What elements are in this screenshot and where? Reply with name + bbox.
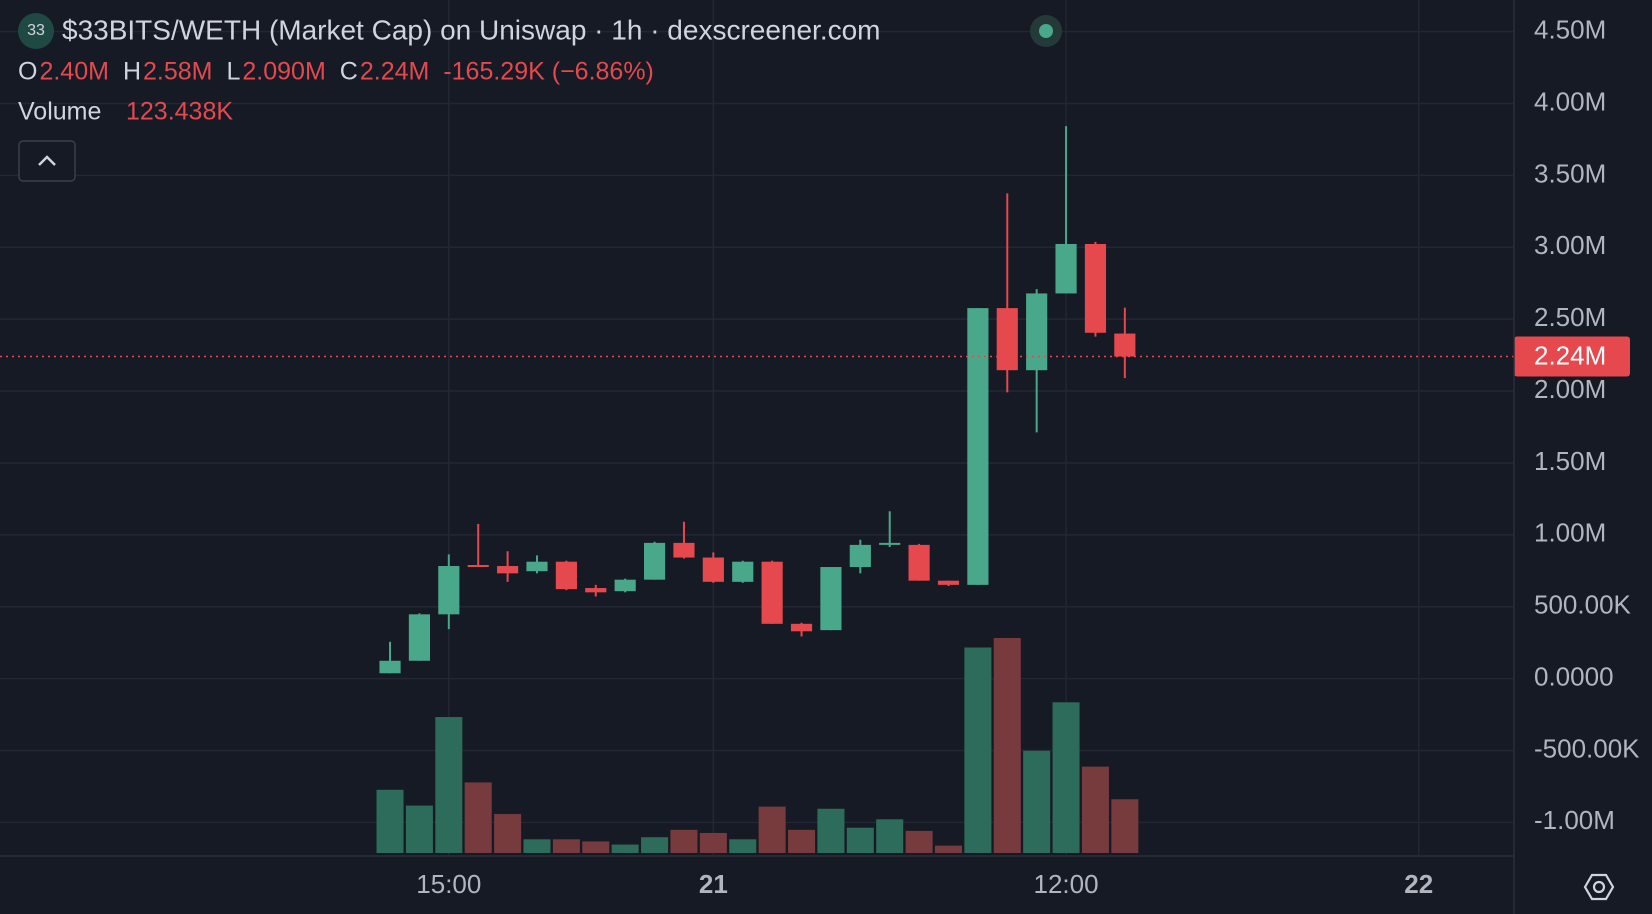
- candle-body: [1055, 243, 1077, 294]
- collapse-icon: [38, 155, 56, 166]
- y-tick-label: -1.00M: [1534, 805, 1615, 835]
- candle-body: [908, 544, 930, 581]
- candle-layer: [379, 126, 1136, 674]
- last-price-badge: [1514, 336, 1630, 377]
- token-logo: [18, 13, 54, 49]
- x-tick-label: 21: [699, 869, 728, 899]
- volume-bar: [729, 839, 757, 853]
- volume-bar: [1052, 702, 1080, 853]
- volume-bar: [964, 647, 992, 853]
- volume-bar: [876, 819, 904, 853]
- volume-bar: [376, 789, 404, 853]
- candle-body: [614, 579, 636, 592]
- legend-value: 2.40M: [39, 58, 108, 86]
- token-logo-text: 33: [27, 22, 45, 39]
- y-tick-label: 2.50M: [1534, 302, 1606, 332]
- volume-bar: [1023, 750, 1051, 853]
- volume-bar: [494, 814, 522, 853]
- candle-body: [526, 561, 548, 572]
- x-tick-label: 12:00: [1034, 869, 1099, 899]
- x-tick-label: 22: [1404, 869, 1433, 899]
- volume-bar: [1111, 799, 1139, 853]
- y-tick-label: 4.00M: [1534, 86, 1606, 116]
- candle-body: [761, 561, 783, 624]
- chart-title: $33BITS/WETH (Market Cap) on Uniswap · 1…: [62, 14, 881, 45]
- y-tick-label: 3.00M: [1534, 230, 1606, 260]
- candle-body: [497, 566, 519, 574]
- candle-body: [555, 561, 577, 590]
- legend-key: C: [340, 58, 358, 86]
- volume-bar: [817, 808, 845, 853]
- volume-bar: [699, 832, 727, 853]
- volume-bar: [464, 782, 492, 853]
- y-tick-label: 0.0000: [1534, 661, 1614, 691]
- candle-body: [1026, 293, 1048, 371]
- volume-name: Volume: [18, 98, 101, 126]
- candle-body: [820, 567, 842, 631]
- candle-body: [467, 565, 489, 568]
- ohlc-legend: O 2.40M H 2.58M L 2.090M C 2.24M -165.29K (−6.86…: [18, 58, 654, 86]
- candle-body: [702, 557, 724, 582]
- candle-body: [879, 542, 901, 545]
- candle-body: [408, 614, 431, 661]
- overlay-layer: 4.50M 4.00M 3.50M 3.00M 2.50M 2.00M 1.50M 1.00M…: [0, 15, 1640, 899]
- volume-bar: [788, 829, 816, 853]
- legend-change: -165.29K (−6.86%): [443, 58, 654, 86]
- candle-body: [438, 566, 460, 615]
- legend-value: 2.24M: [360, 58, 429, 86]
- y-tick-label: 2.00M: [1534, 374, 1606, 404]
- legend-key: L: [226, 58, 240, 86]
- volume-bar: [435, 717, 463, 853]
- candle-body: [673, 542, 695, 558]
- volume-bar: [846, 827, 874, 853]
- grid: [0, 0, 1514, 855]
- volume-bar: [582, 841, 610, 853]
- y-tick-label: 4.50M: [1534, 15, 1606, 45]
- status-dot: [1039, 24, 1053, 38]
- volume-bar: [934, 845, 963, 853]
- legend-value: 2.58M: [143, 58, 212, 86]
- volume-bar: [905, 830, 933, 853]
- candle-body: [379, 660, 401, 674]
- y-tick-label: 500.00K: [1534, 590, 1632, 620]
- candle-body: [996, 308, 1018, 371]
- legend-key: H: [123, 58, 141, 86]
- volume-bar: [405, 805, 433, 853]
- candle-body: [732, 561, 754, 582]
- y-tick-label: 3.50M: [1534, 158, 1606, 188]
- legend-key: O: [18, 58, 37, 86]
- settings-button[interactable]: [1583, 873, 1615, 901]
- volume-bar: [758, 806, 786, 853]
- collapse-button-box[interactable]: [18, 140, 76, 182]
- candle-body: [849, 544, 871, 568]
- last-price-label: 2.24M: [1534, 340, 1606, 370]
- volume-bar: [641, 837, 669, 853]
- candle-body: [585, 588, 607, 593]
- volume-bar: [523, 839, 551, 853]
- volume-layer: [376, 638, 1139, 853]
- settings-icon-center: [1592, 880, 1606, 894]
- y-tick-label: -500.00K: [1534, 733, 1640, 763]
- candle-body: [1114, 333, 1136, 357]
- y-tick-label: 1.50M: [1534, 446, 1606, 476]
- legend-value: 2.090M: [242, 58, 325, 86]
- volume-bar: [552, 839, 580, 853]
- collapse-button[interactable]: [18, 140, 76, 182]
- volume-value: 123.438K: [126, 98, 233, 126]
- volume-bar: [1081, 766, 1109, 853]
- volume-bar: [993, 638, 1021, 853]
- y-tick-label: 1.00M: [1534, 518, 1606, 548]
- candle-body: [790, 623, 813, 632]
- candle-body: [1084, 243, 1107, 333]
- candle-body: [937, 580, 960, 585]
- volume-bar: [611, 844, 639, 853]
- volume-bar: [670, 829, 698, 853]
- candle-body: [643, 542, 666, 580]
- candle-body: [967, 308, 989, 585]
- x-tick-label: 15:00: [416, 869, 481, 899]
- settings-icon[interactable]: [1583, 873, 1615, 901]
